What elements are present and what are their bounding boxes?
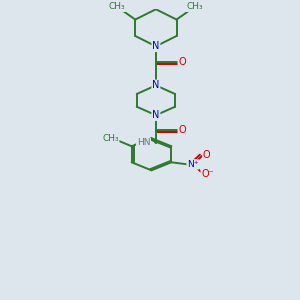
Text: CH₃: CH₃: [102, 134, 119, 142]
Text: CH₃: CH₃: [186, 2, 203, 11]
Text: O: O: [178, 57, 186, 67]
Text: O⁻: O⁻: [201, 169, 214, 179]
Text: CH₃: CH₃: [109, 2, 125, 11]
Text: N: N: [152, 80, 160, 90]
Text: O: O: [178, 124, 186, 135]
Text: N: N: [152, 41, 160, 51]
Text: HN: HN: [137, 139, 150, 148]
Text: O: O: [203, 150, 211, 160]
Text: N⁺: N⁺: [187, 160, 199, 169]
Text: N: N: [152, 110, 160, 120]
